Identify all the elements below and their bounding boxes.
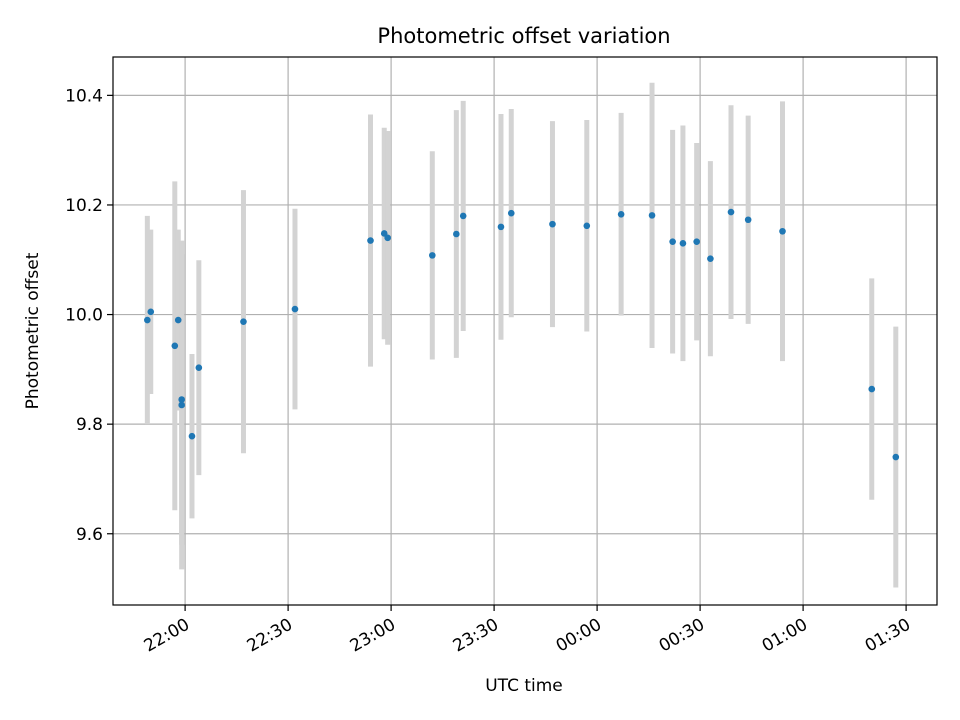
data-point (240, 318, 247, 325)
x-tick-label: 00:00 (553, 615, 605, 657)
data-point (459, 212, 467, 220)
y-tick-label: 10.0 (65, 306, 103, 326)
x-tick-label: 00:30 (656, 615, 708, 657)
data-point (174, 316, 182, 324)
data-point (669, 238, 676, 245)
data-point (147, 308, 155, 316)
y-tick-label: 10.4 (65, 86, 103, 106)
y-tick-label: 10.2 (65, 196, 103, 216)
data-point (195, 364, 203, 372)
data-point (648, 212, 656, 219)
y-axis-label: Photometric offset (23, 252, 43, 409)
data-point (868, 385, 876, 393)
data-point (188, 432, 196, 440)
x-tick-label: 23:00 (347, 615, 399, 657)
y-axis: 9.6 9.8 10.0 10.2 10.4 (65, 86, 113, 545)
x-tick-label: 22:30 (244, 615, 296, 657)
data-point (144, 316, 151, 324)
grid (113, 57, 937, 605)
data-point (429, 252, 436, 259)
chart-title: Photometric offset variation (377, 24, 670, 48)
data-point (291, 305, 299, 313)
data-point (679, 240, 687, 247)
data-point (178, 396, 185, 403)
data-point (779, 227, 786, 235)
y-tick-label: 9.6 (76, 525, 103, 545)
y-tick-label: 9.8 (76, 415, 103, 435)
data-point (727, 208, 735, 216)
x-tick-label: 01:30 (862, 615, 914, 657)
data-point (583, 222, 591, 230)
x-tick-label: 22:00 (141, 615, 193, 657)
data-point (497, 223, 505, 231)
data-point (693, 238, 700, 245)
errorbars (144, 82, 899, 588)
x-axis-label: UTC time (485, 676, 563, 696)
data-point (178, 401, 185, 409)
data-point (707, 255, 714, 262)
x-axis: 22:00 22:30 23:00 23:30 00:00 00:30 01:00 01:30 (141, 605, 914, 656)
x-tick-label: 01:00 (759, 615, 811, 657)
data-point (507, 209, 515, 217)
plot-frame (112, 56, 938, 606)
data-point (892, 453, 900, 461)
x-tick-label: 23:30 (450, 615, 502, 657)
data-point (744, 216, 752, 224)
data-point (384, 234, 391, 242)
data-points (144, 208, 900, 461)
data-point (367, 237, 374, 244)
data-point (617, 210, 625, 218)
data-point (453, 230, 460, 238)
data-point (549, 220, 556, 228)
data-point (171, 342, 179, 350)
